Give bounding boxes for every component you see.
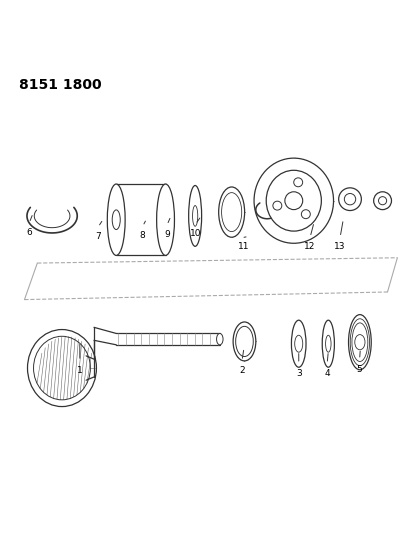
Ellipse shape	[291, 320, 306, 367]
Text: 7: 7	[95, 232, 101, 241]
Ellipse shape	[219, 187, 245, 237]
Ellipse shape	[295, 335, 303, 352]
Ellipse shape	[254, 158, 333, 243]
Ellipse shape	[157, 184, 174, 255]
Ellipse shape	[326, 335, 331, 352]
Ellipse shape	[349, 314, 371, 370]
Circle shape	[379, 197, 387, 205]
Circle shape	[273, 201, 282, 210]
Text: 10: 10	[189, 229, 201, 238]
Circle shape	[294, 178, 302, 187]
Ellipse shape	[192, 206, 198, 226]
Text: 2: 2	[239, 366, 245, 375]
Circle shape	[374, 192, 392, 209]
Text: 9: 9	[164, 230, 170, 239]
Circle shape	[285, 192, 303, 209]
Circle shape	[339, 188, 361, 211]
Ellipse shape	[217, 334, 223, 345]
Text: 4: 4	[324, 369, 330, 378]
Circle shape	[301, 209, 310, 219]
Ellipse shape	[28, 329, 97, 407]
Circle shape	[344, 193, 356, 205]
Text: 3: 3	[296, 369, 302, 378]
Text: 6: 6	[26, 228, 32, 237]
Ellipse shape	[107, 184, 125, 255]
Ellipse shape	[355, 335, 365, 350]
Text: 5: 5	[357, 365, 363, 374]
Ellipse shape	[233, 322, 256, 361]
Text: 12: 12	[305, 242, 316, 251]
Ellipse shape	[322, 320, 335, 367]
Text: 11: 11	[238, 242, 250, 251]
Ellipse shape	[112, 210, 120, 230]
Text: 8151 1800: 8151 1800	[19, 78, 102, 92]
Ellipse shape	[189, 185, 202, 246]
Ellipse shape	[266, 170, 321, 231]
Text: 8: 8	[140, 231, 145, 240]
Text: 1: 1	[77, 366, 83, 375]
Text: 13: 13	[335, 242, 346, 251]
